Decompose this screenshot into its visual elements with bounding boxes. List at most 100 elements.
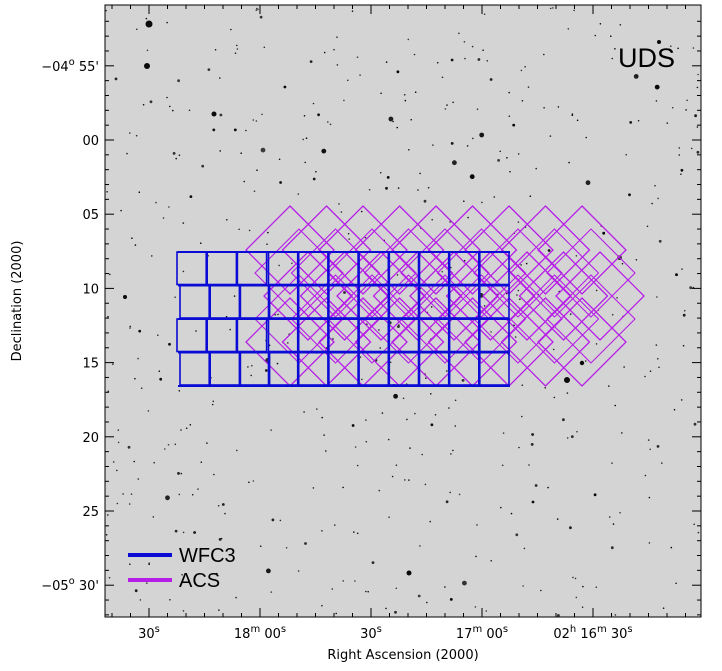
star <box>396 274 399 276</box>
star <box>611 57 613 60</box>
star <box>497 159 500 162</box>
star <box>696 150 700 154</box>
star <box>449 598 453 601</box>
star <box>514 336 517 338</box>
star <box>562 418 565 422</box>
star <box>218 538 222 541</box>
star <box>216 572 218 575</box>
star <box>323 51 326 54</box>
star <box>130 493 133 495</box>
star <box>129 132 131 134</box>
star <box>174 296 176 299</box>
star <box>557 614 560 617</box>
acs-tile <box>391 205 481 295</box>
star <box>696 86 699 89</box>
star <box>569 526 572 530</box>
star <box>431 218 434 221</box>
star <box>490 560 493 562</box>
star <box>485 610 488 612</box>
star <box>175 157 177 160</box>
star <box>136 28 138 31</box>
star <box>509 170 511 173</box>
star <box>566 437 569 439</box>
star <box>657 358 659 360</box>
star <box>178 390 181 392</box>
bright-star <box>406 570 412 576</box>
star <box>336 36 338 38</box>
star <box>106 191 108 193</box>
star <box>697 531 700 534</box>
star <box>670 45 672 47</box>
star <box>426 601 428 604</box>
star <box>138 191 141 193</box>
star <box>356 532 359 535</box>
star <box>367 590 370 593</box>
star <box>149 100 153 104</box>
star <box>279 181 282 184</box>
star <box>556 518 559 520</box>
star <box>134 244 137 246</box>
star <box>610 35 612 37</box>
star <box>127 445 131 449</box>
star <box>450 142 454 145</box>
star <box>449 221 451 223</box>
x-tick-label: 17 <box>456 627 473 642</box>
star <box>169 599 171 601</box>
star <box>449 491 452 494</box>
star <box>649 370 652 373</box>
star <box>477 58 481 61</box>
star <box>469 174 475 180</box>
star <box>200 242 202 244</box>
star <box>409 447 411 449</box>
acs-tile <box>318 205 408 295</box>
star <box>297 193 300 195</box>
star <box>490 331 492 333</box>
star <box>633 74 639 79</box>
star <box>107 315 109 318</box>
acs-tile <box>445 251 536 341</box>
star <box>394 610 397 614</box>
star <box>522 585 524 587</box>
star <box>666 122 669 124</box>
star <box>385 607 387 610</box>
star <box>685 109 687 111</box>
star <box>444 586 446 588</box>
star <box>137 478 140 480</box>
star <box>520 69 523 72</box>
y-tick-label: 00 <box>82 134 99 149</box>
star <box>693 523 695 526</box>
star <box>528 464 530 466</box>
star <box>172 109 174 112</box>
star <box>340 211 343 213</box>
star <box>168 206 170 208</box>
star <box>321 604 323 607</box>
bright-star <box>579 360 585 366</box>
star <box>648 542 651 544</box>
star <box>656 296 658 298</box>
star <box>425 377 427 380</box>
star <box>692 47 695 49</box>
star <box>458 493 461 496</box>
star <box>397 187 400 189</box>
star <box>155 201 157 204</box>
star <box>146 49 149 52</box>
star <box>454 399 457 402</box>
star <box>217 505 220 507</box>
bright-star <box>564 377 570 383</box>
y-tick-label: 05 <box>82 208 99 223</box>
star <box>647 439 650 441</box>
star <box>139 599 142 601</box>
star <box>675 582 677 585</box>
star <box>126 152 128 155</box>
star <box>646 225 649 228</box>
star <box>315 170 317 173</box>
star <box>207 68 211 71</box>
star <box>389 361 392 364</box>
star <box>159 377 163 381</box>
star <box>582 585 584 588</box>
star <box>255 7 258 10</box>
star <box>214 49 217 51</box>
star <box>608 516 611 518</box>
star <box>623 366 625 368</box>
star <box>338 203 340 205</box>
